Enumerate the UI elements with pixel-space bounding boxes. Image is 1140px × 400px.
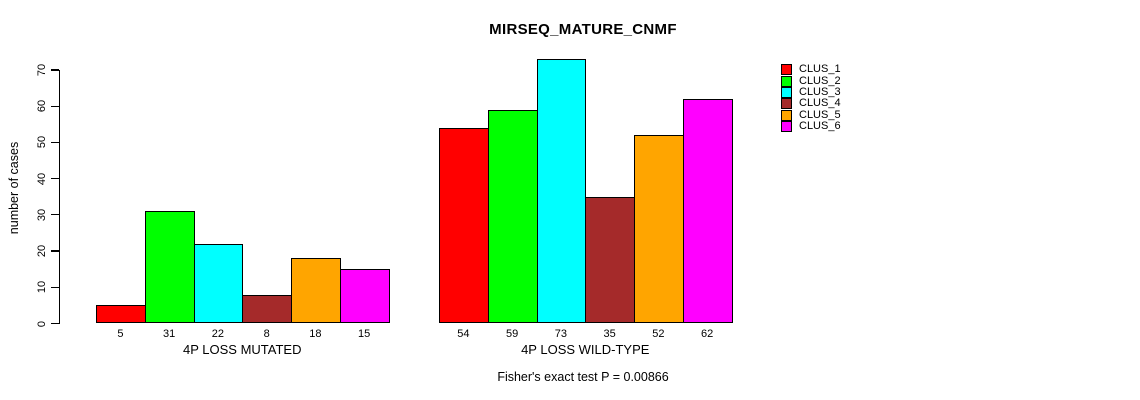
bar — [96, 305, 146, 324]
group-label: 4P LOSS WILD-TYPE — [521, 342, 650, 357]
legend-label: CLUS_5 — [799, 108, 841, 121]
legend-swatch — [781, 64, 792, 76]
legend-item: CLUS_6 — [781, 120, 841, 133]
bar — [585, 196, 635, 324]
legend-item: CLUS_3 — [781, 85, 841, 98]
bar — [487, 109, 538, 324]
bar-value-label: 52 — [652, 327, 665, 340]
legend-swatch — [781, 98, 792, 110]
legend-label: CLUS_2 — [799, 74, 841, 87]
y-axis-tick — [51, 322, 59, 325]
bar — [291, 258, 341, 324]
legend-item: CLUS_1 — [781, 63, 841, 76]
bar-value-label: 59 — [506, 327, 519, 340]
y-axis-tick — [51, 286, 59, 288]
bar — [682, 98, 733, 324]
y-axis-line — [59, 70, 61, 325]
y-axis-tick — [51, 214, 59, 216]
chart-title: MIRSEQ_MATURE_CNMF — [489, 21, 677, 38]
bar-value-label: 22 — [211, 327, 224, 340]
bar-value-label: 15 — [358, 327, 371, 340]
legend-label: CLUS_1 — [799, 63, 841, 76]
bar — [144, 211, 195, 324]
y-axis-tick-label: 0 — [36, 320, 48, 327]
legend-swatch — [781, 109, 792, 121]
y-axis-tick — [51, 69, 59, 71]
legend-swatch — [781, 121, 792, 133]
legend-label: CLUS_6 — [799, 120, 841, 133]
legend-swatch — [781, 75, 792, 87]
y-axis-tick-label: 60 — [36, 100, 48, 113]
legend-swatch — [781, 86, 792, 98]
legend-label: CLUS_4 — [799, 97, 841, 110]
legend: CLUS_1 CLUS_2 CLUS_3 CLUS_4 CLUS_5 CLUS_6 — [781, 63, 841, 133]
legend-label: CLUS_3 — [799, 85, 841, 98]
legend-item: CLUS_2 — [781, 74, 841, 87]
bar-value-label: 5 — [117, 327, 124, 340]
legend-item: CLUS_4 — [781, 97, 841, 110]
bar-value-label: 8 — [263, 327, 270, 340]
y-axis-tick-label: 20 — [36, 244, 48, 258]
bar-value-label: 62 — [701, 327, 714, 340]
bar-value-label: 54 — [457, 327, 470, 340]
bar — [634, 135, 684, 324]
bar-value-label: 31 — [163, 327, 176, 340]
bar-value-label: 73 — [554, 327, 567, 340]
y-axis-tick-label: 30 — [36, 208, 48, 221]
y-axis-tick-label: 70 — [36, 63, 48, 77]
footnote: Fisher's exact test P = 0.00866 — [497, 370, 669, 384]
y-axis-tick — [51, 250, 59, 252]
legend-item: CLUS_5 — [781, 108, 841, 121]
bar-value-label: 35 — [603, 327, 616, 340]
bar-value-label: 18 — [309, 327, 322, 340]
y-axis-tick-label: 40 — [36, 172, 48, 185]
bar — [242, 294, 292, 324]
y-axis-tick — [51, 141, 59, 144]
y-axis-tick-label: 10 — [36, 281, 48, 294]
y-axis-tick — [51, 178, 59, 180]
group-label: 4P LOSS MUTATED — [183, 342, 302, 357]
bar — [193, 243, 244, 324]
bar — [339, 269, 390, 324]
bar — [536, 59, 587, 324]
bar — [439, 127, 489, 324]
y-axis-tick — [51, 105, 59, 107]
y-axis-tick-label: 50 — [36, 136, 48, 149]
